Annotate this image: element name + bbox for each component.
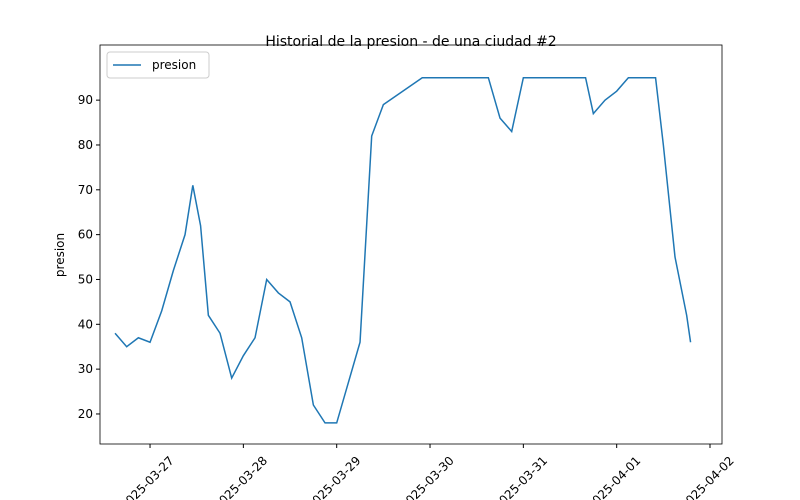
- plot-area: [99, 44, 723, 445]
- chart-title: Historial de la presion - de una ciudad …: [265, 34, 556, 50]
- y-tick-label: 40: [78, 317, 93, 331]
- y-tick-label: 50: [78, 272, 93, 286]
- y-tick-label: 80: [78, 138, 93, 152]
- legend-box: [106, 51, 210, 79]
- x-tick-label: 2025-03-28: [211, 454, 270, 500]
- y-tick-label: 60: [78, 228, 93, 242]
- x-tick-label: 2025-03-27: [118, 454, 177, 500]
- y-tick-label: 30: [78, 362, 93, 376]
- legend-label: presion: [152, 58, 196, 72]
- y-tick-label: 70: [78, 183, 93, 197]
- x-tick-label: 2025-04-01: [584, 454, 643, 500]
- y-axis-label: presion: [53, 233, 67, 277]
- x-tick-label: 2025-03-29: [304, 454, 363, 500]
- x-tick-label: 2025-03-31: [491, 454, 550, 500]
- x-tick-label: 2025-04-02: [678, 454, 737, 500]
- data-line: [114, 76, 692, 424]
- x-tick-label: 2025-03-30: [398, 454, 457, 500]
- y-tick-label: 90: [78, 93, 93, 107]
- y-tick-label: 20: [78, 407, 93, 421]
